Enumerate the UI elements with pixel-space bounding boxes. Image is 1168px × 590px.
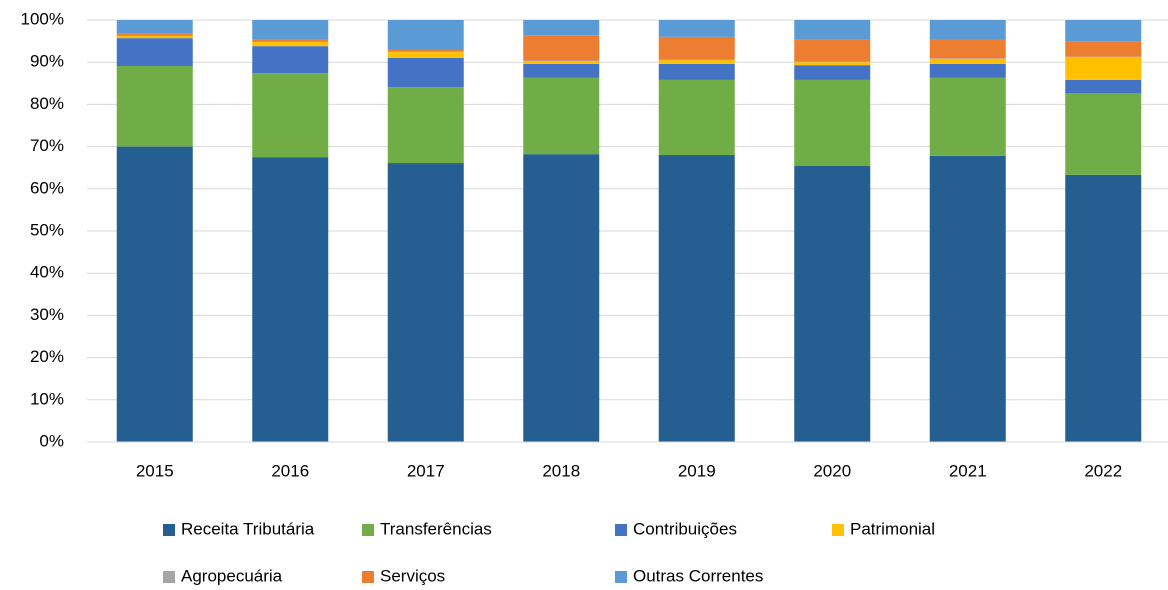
y-tick-label: 20% bbox=[30, 347, 64, 366]
y-tick-label: 70% bbox=[30, 136, 64, 155]
bar-segment bbox=[523, 20, 600, 36]
bar-segment bbox=[252, 39, 329, 42]
legend-swatch bbox=[362, 571, 374, 583]
bar-segment bbox=[658, 63, 735, 80]
bar-segment bbox=[794, 166, 871, 442]
bar-segment bbox=[929, 58, 1006, 64]
bar-segment bbox=[658, 36, 735, 60]
bar-segment bbox=[523, 60, 600, 64]
legend-swatch bbox=[362, 524, 374, 536]
legend-label: Patrimonial bbox=[850, 519, 935, 538]
bar-segment bbox=[794, 79, 871, 167]
legend-swatch bbox=[163, 571, 175, 583]
bar-segment bbox=[116, 146, 193, 442]
bar-segment bbox=[116, 36, 193, 39]
bar-segment bbox=[1065, 57, 1142, 80]
bar-segment bbox=[658, 155, 735, 443]
bar-segment bbox=[1065, 174, 1142, 442]
x-tick-label: 2021 bbox=[949, 461, 987, 480]
bar-segment bbox=[794, 39, 871, 62]
bar-segment bbox=[387, 57, 464, 88]
bar-segment bbox=[252, 46, 329, 74]
x-tick-label: 2020 bbox=[813, 461, 851, 480]
x-tick-label: 2015 bbox=[136, 461, 174, 480]
legend-label: Serviços bbox=[380, 566, 445, 585]
bar-segment bbox=[1065, 41, 1142, 57]
bar-segment bbox=[1065, 20, 1142, 42]
legend-swatch bbox=[832, 524, 844, 536]
y-tick-label: 0% bbox=[39, 431, 64, 450]
y-tick-label: 10% bbox=[30, 389, 64, 408]
y-tick-label: 30% bbox=[30, 305, 64, 324]
bar-segment bbox=[929, 155, 1006, 442]
bar-segment bbox=[252, 157, 329, 442]
bar-segment bbox=[794, 20, 871, 40]
bar-segment bbox=[658, 20, 735, 37]
bar-segment bbox=[794, 65, 871, 80]
bar-segment bbox=[523, 154, 600, 443]
bar-segment bbox=[794, 62, 871, 66]
bar-segment bbox=[387, 52, 464, 58]
bar-segment bbox=[387, 87, 464, 164]
bar-segment bbox=[929, 20, 1006, 39]
bar-segment bbox=[929, 77, 1006, 156]
bar-segment bbox=[387, 163, 464, 443]
bar-segment bbox=[252, 41, 329, 47]
y-tick-label: 90% bbox=[30, 52, 64, 71]
y-tick-label: 60% bbox=[30, 178, 64, 197]
x-tick-label: 2016 bbox=[271, 461, 309, 480]
legend-label: Transferências bbox=[380, 519, 492, 538]
legend-label: Contribuições bbox=[633, 519, 737, 538]
x-tick-label: 2022 bbox=[1084, 461, 1122, 480]
legend-label: Receita Tributária bbox=[181, 519, 315, 538]
legend-swatch bbox=[615, 571, 627, 583]
x-tick-label: 2019 bbox=[678, 461, 716, 480]
y-tick-label: 40% bbox=[30, 263, 64, 282]
bar-segment bbox=[1065, 93, 1142, 175]
bar-segment bbox=[387, 49, 464, 52]
bar-segment bbox=[929, 63, 1006, 78]
y-tick-label: 100% bbox=[21, 9, 64, 28]
legend-swatch bbox=[163, 524, 175, 536]
bar-segment bbox=[116, 65, 193, 147]
y-tick-label: 80% bbox=[30, 94, 64, 113]
y-tick-label: 50% bbox=[30, 220, 64, 239]
bar-segment bbox=[523, 77, 600, 155]
legend-swatch bbox=[615, 524, 627, 536]
bar-segment bbox=[116, 33, 193, 36]
x-tick-label: 2018 bbox=[542, 461, 580, 480]
x-tick-label: 2017 bbox=[407, 461, 445, 480]
bar-segment bbox=[387, 20, 464, 50]
bar-segment bbox=[523, 35, 600, 61]
bar-segment bbox=[116, 20, 193, 34]
bar-segment bbox=[658, 60, 735, 64]
legend-label: Agropecuária bbox=[181, 566, 283, 585]
bar-segment bbox=[658, 79, 735, 156]
legend-label: Outras Correntes bbox=[633, 566, 763, 585]
bar-segment bbox=[929, 38, 1006, 59]
bar-segment bbox=[252, 73, 329, 158]
bar-segment bbox=[252, 20, 329, 40]
bar-segment bbox=[116, 38, 193, 66]
bar-segment bbox=[523, 63, 600, 78]
bar-segment bbox=[1065, 79, 1142, 94]
